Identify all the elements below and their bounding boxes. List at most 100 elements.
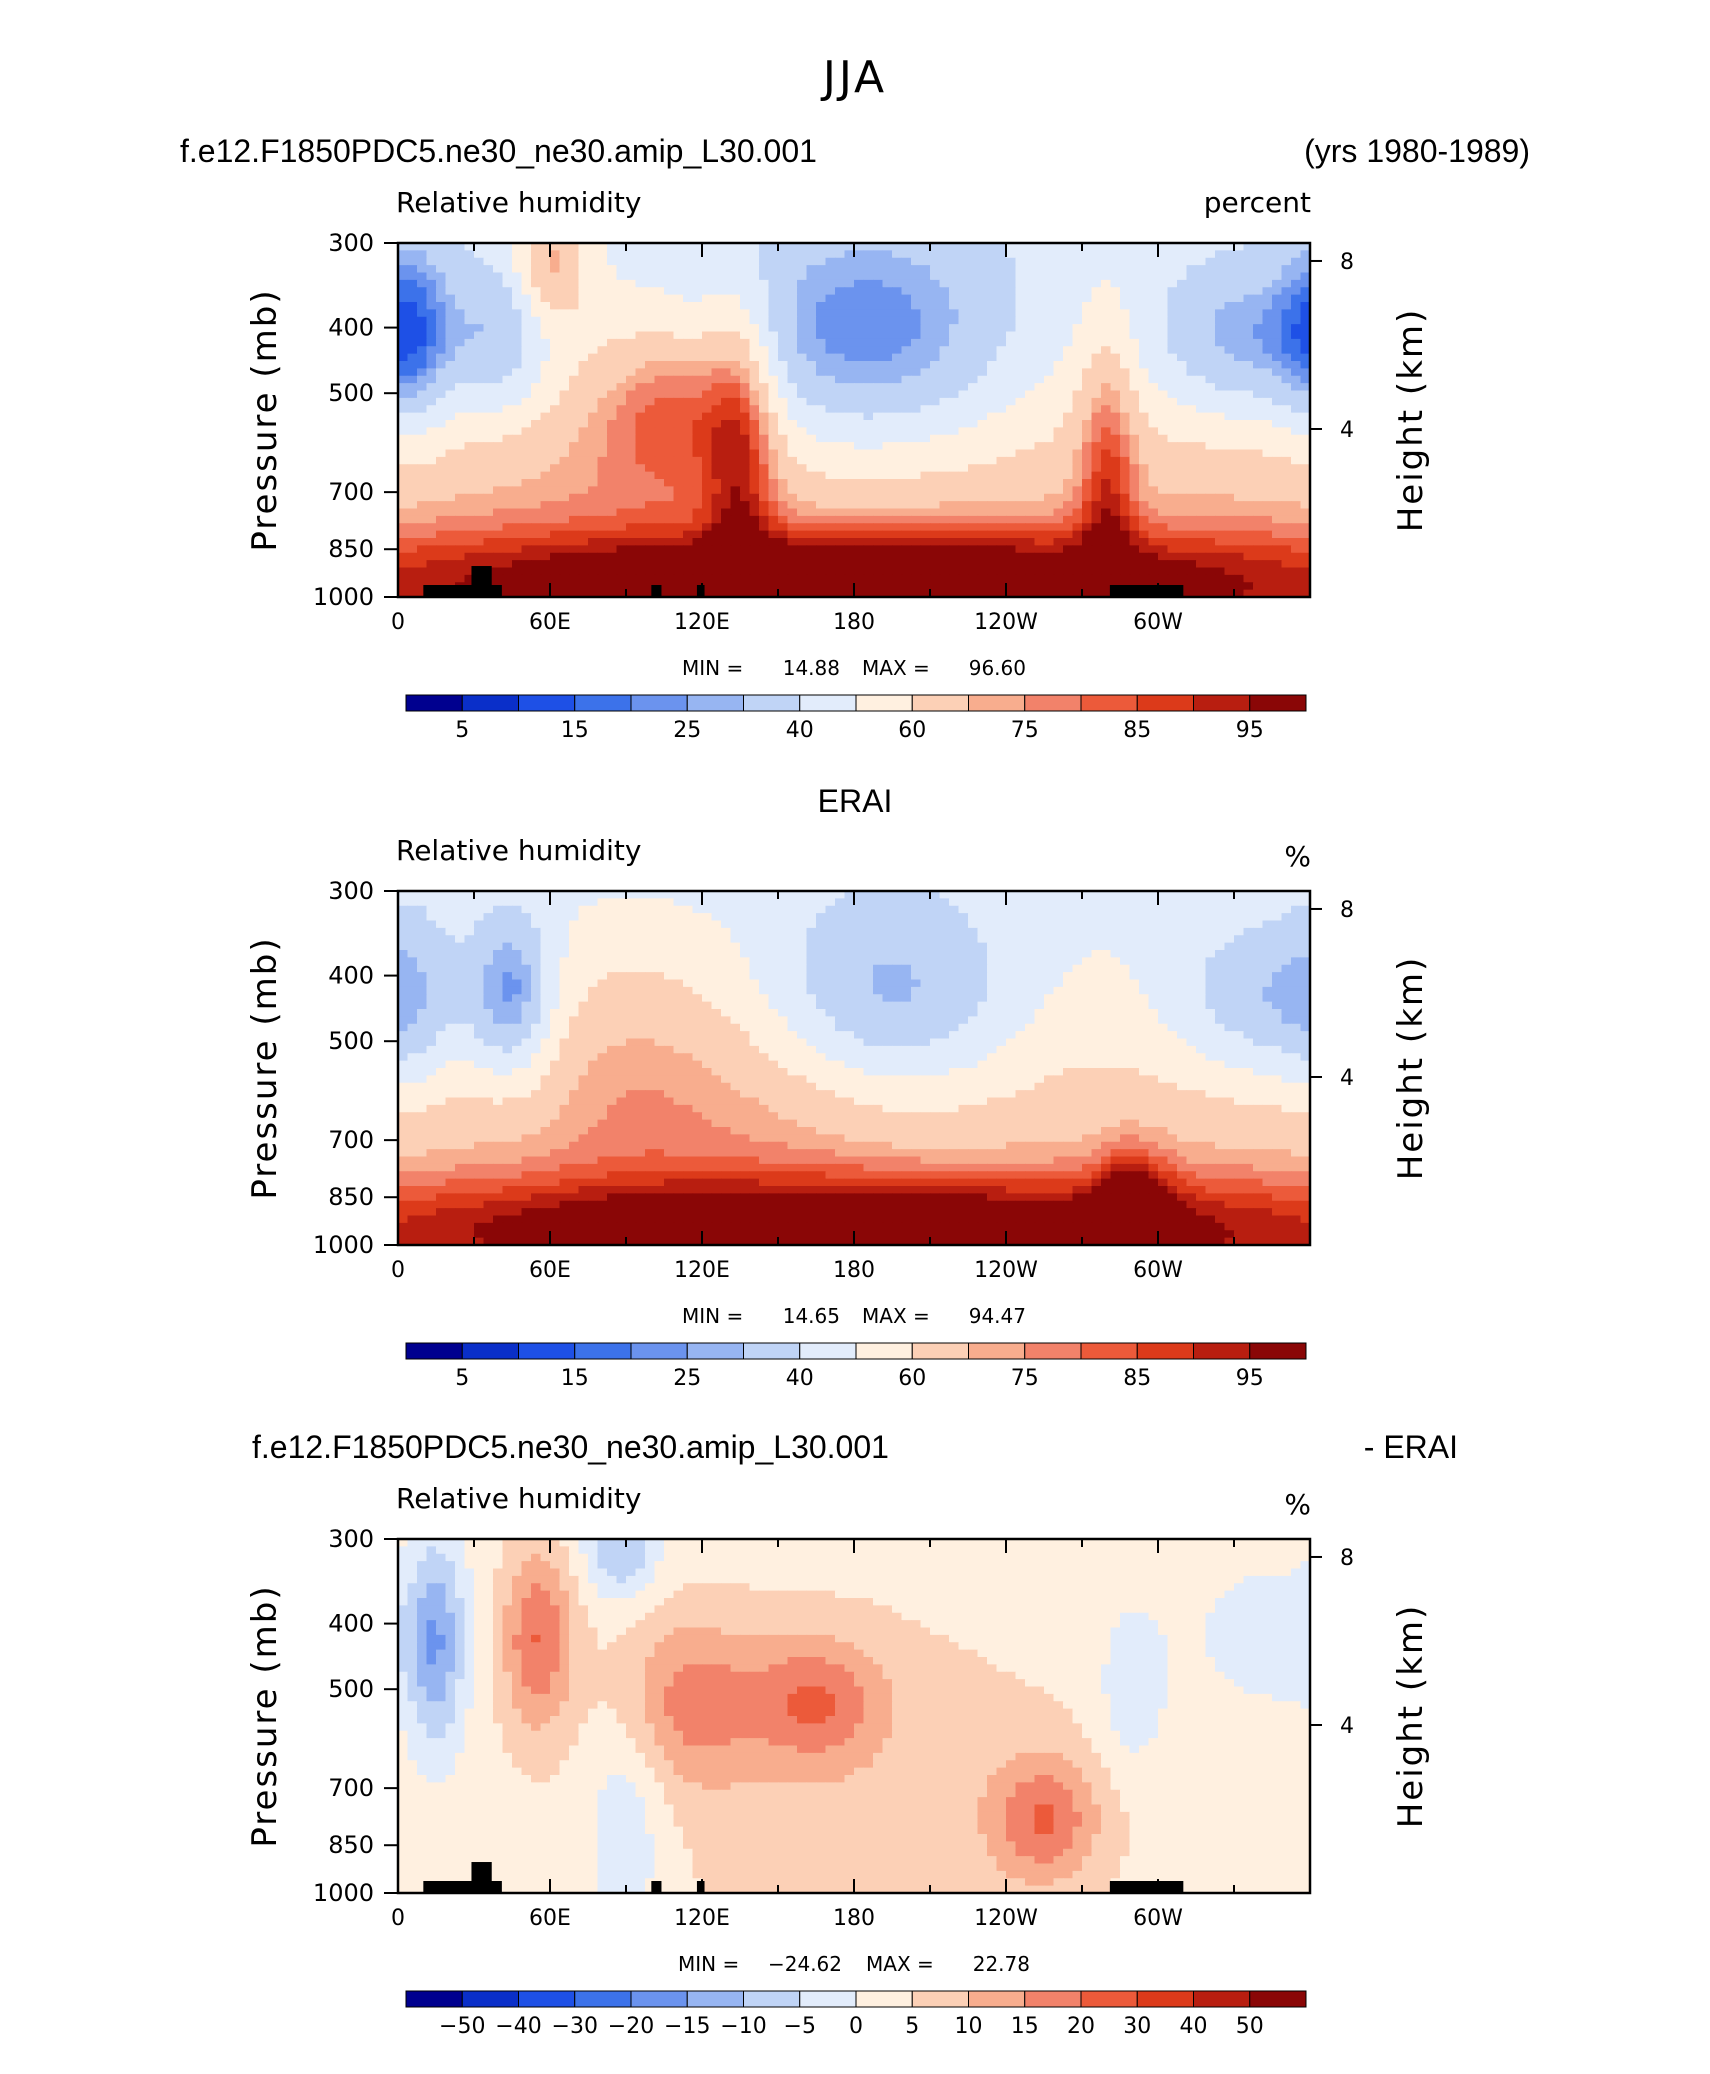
heatmap-cell	[911, 368, 921, 376]
heatmap-cell	[560, 479, 570, 487]
heatmap-cell	[949, 295, 959, 303]
heatmap-cell	[560, 383, 570, 391]
heatmap-cell	[607, 575, 617, 583]
heatmap-cell	[417, 383, 427, 391]
heatmap-cell	[930, 405, 940, 413]
heatmap-cell	[569, 398, 579, 406]
heatmap-cell	[778, 332, 788, 340]
heatmap-cell	[1044, 280, 1054, 288]
heatmap-cell	[1016, 898, 1026, 906]
heatmap-cell	[902, 376, 912, 384]
heatmap-cell	[465, 427, 475, 435]
heatmap-cell	[579, 553, 589, 561]
heatmap-cell	[1291, 457, 1301, 465]
heatmap-cell	[1177, 383, 1187, 391]
heatmap-cell	[1177, 435, 1187, 443]
heatmap-cell	[484, 442, 494, 450]
colorbar-tick-label: 75	[1011, 718, 1039, 743]
heatmap-cell	[503, 420, 513, 428]
heatmap-cell	[845, 568, 855, 576]
heatmap-cell	[531, 494, 541, 502]
heatmap-cell	[522, 250, 532, 258]
heatmap-cell	[541, 317, 551, 325]
heatmap-cell	[1215, 258, 1225, 266]
heatmap-cell	[1044, 906, 1054, 914]
heatmap-cell	[750, 560, 760, 568]
heatmap-cell	[721, 457, 731, 465]
heatmap-cell	[607, 376, 617, 384]
heatmap-cell	[1092, 420, 1102, 428]
heatmap-cell	[873, 287, 883, 295]
heatmap-cell	[987, 398, 997, 406]
heatmap-cell	[968, 531, 978, 539]
heatmap-cell	[1035, 398, 1045, 406]
heatmap-cell	[949, 309, 959, 317]
heatmap-cell	[1130, 309, 1140, 317]
heatmap-cell	[807, 545, 817, 553]
heatmap-cell	[949, 538, 959, 546]
heatmap-cell	[560, 582, 570, 590]
heatmap-cell	[474, 309, 484, 317]
heatmap-cell	[769, 435, 779, 443]
heatmap-cell	[797, 501, 807, 509]
heatmap-cell	[579, 317, 589, 325]
heatmap-cell	[1139, 450, 1149, 458]
heatmap-cell	[1073, 250, 1083, 258]
heatmap-cell	[1282, 383, 1292, 391]
heatmap-cell	[712, 324, 722, 332]
heatmap-cell	[759, 906, 769, 914]
heatmap-cell	[522, 568, 532, 576]
heatmap-cell	[892, 273, 902, 281]
heatmap-cell	[484, 258, 494, 266]
heatmap-cell	[446, 486, 456, 494]
heatmap-cell	[1206, 898, 1216, 906]
heatmap-cell	[1044, 405, 1054, 413]
heatmap-cell	[845, 516, 855, 524]
heatmap-cell	[664, 332, 674, 340]
heatmap-cell	[493, 361, 503, 369]
heatmap-cell	[1035, 383, 1045, 391]
heatmap-cell	[845, 383, 855, 391]
heatmap-cell	[1035, 509, 1045, 517]
heatmap-cell	[550, 509, 560, 517]
heatmap-cell	[1206, 435, 1216, 443]
heatmap-cell	[1016, 538, 1026, 546]
heatmap-cell	[1225, 906, 1235, 914]
heatmap-cell	[740, 265, 750, 273]
heatmap-cell	[1006, 501, 1016, 509]
heatmap-cell	[1073, 420, 1083, 428]
heatmap-cell	[835, 545, 845, 553]
heatmap-cell	[1120, 273, 1130, 281]
heatmap-cell	[626, 516, 636, 524]
heatmap-cell	[683, 309, 693, 317]
heatmap-cell	[854, 413, 864, 421]
heatmap-cell	[731, 464, 741, 472]
heatmap-cell	[1025, 464, 1035, 472]
heatmap-cell	[940, 457, 950, 465]
heatmap-cell	[1120, 479, 1130, 487]
heatmap-cell	[959, 295, 969, 303]
heatmap-cell	[455, 494, 465, 502]
heatmap-cell	[1244, 523, 1254, 531]
heatmap-cell	[978, 516, 988, 524]
heatmap-cell	[968, 457, 978, 465]
heatmap-cell	[949, 287, 959, 295]
heatmap-cell	[522, 531, 532, 539]
heatmap-cell	[446, 450, 456, 458]
heatmap-cell	[1082, 413, 1092, 421]
heatmap-cell	[854, 486, 864, 494]
heatmap-cell	[1063, 361, 1073, 369]
heatmap-cell	[1082, 398, 1092, 406]
heatmap-cell	[902, 280, 912, 288]
heatmap-cell	[693, 273, 703, 281]
heatmap-cell	[1206, 494, 1216, 502]
heatmap-cell	[883, 906, 893, 914]
heatmap-cell	[778, 450, 788, 458]
heatmap-cell	[797, 398, 807, 406]
heatmap-cell	[1063, 457, 1073, 465]
heatmap-cell	[1073, 346, 1083, 354]
heatmap-cell	[1253, 435, 1263, 443]
heatmap-cell	[797, 582, 807, 590]
heatmap-cell	[436, 427, 446, 435]
heatmap-cell	[1263, 361, 1273, 369]
